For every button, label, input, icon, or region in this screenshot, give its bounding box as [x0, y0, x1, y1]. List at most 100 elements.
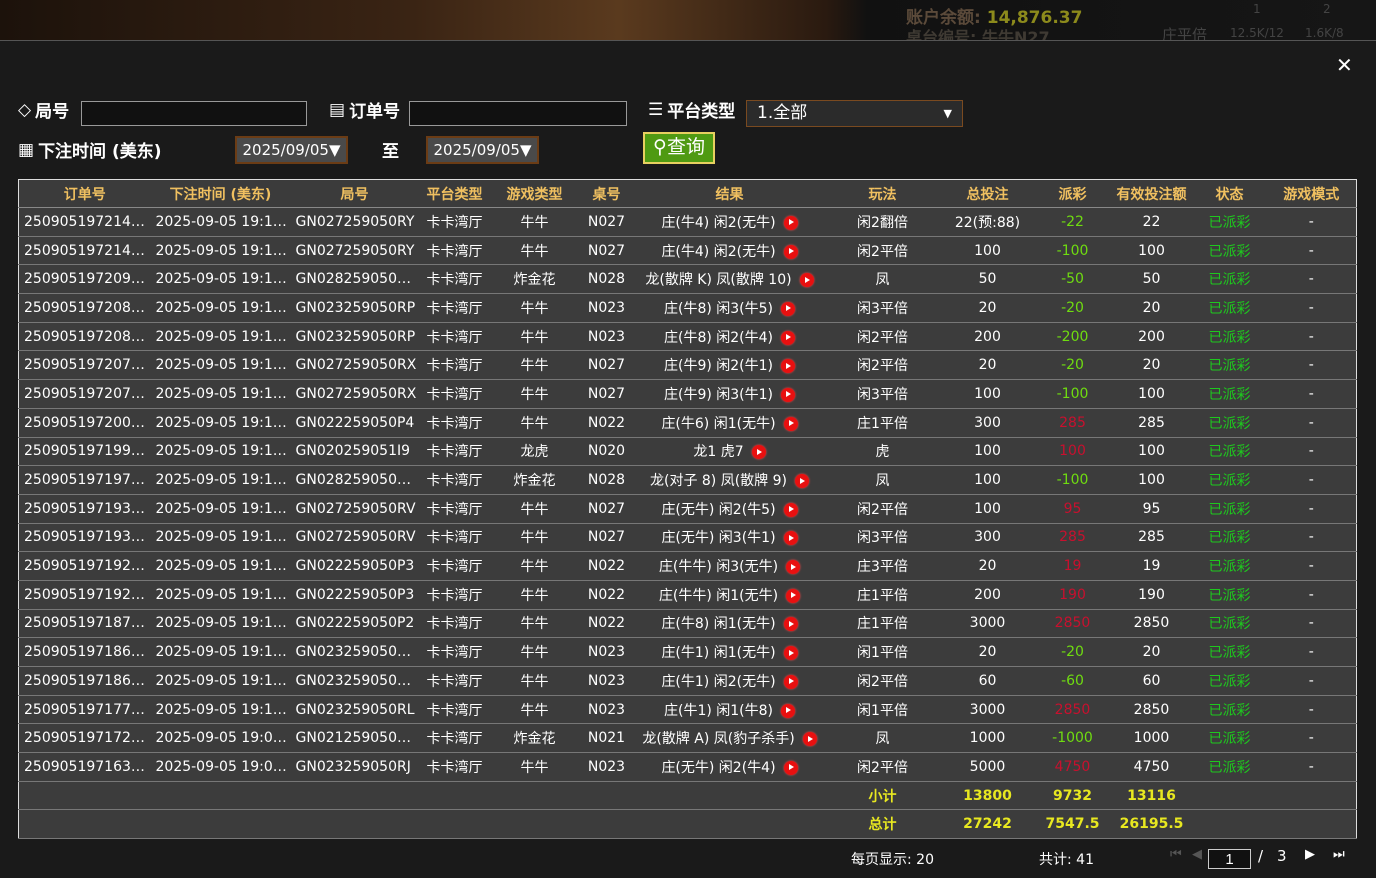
date-to-picker[interactable]: 2025/09/05▼ — [426, 136, 539, 164]
payout-text: -200 — [1056, 328, 1089, 345]
bet-time-text: 2025-09-05 19:15:48 — [155, 299, 291, 316]
empty-cell — [634, 781, 825, 811]
cell-round-no: GN023259050RP — [290, 322, 419, 352]
valid-bet-text: 20 — [1142, 644, 1161, 661]
cell-game-type: 牛牛 — [490, 609, 579, 639]
cell-game-type: 牛牛 — [490, 350, 579, 381]
order-no-text: 250905197214761 — [24, 242, 151, 259]
cell-platform: 卡卡湾厅 — [418, 350, 491, 381]
play-replay-icon[interactable] — [783, 416, 798, 431]
cell-order-no: 250905197186423 — [18, 637, 151, 667]
header-total-bet: 总投注 — [940, 179, 1035, 208]
play-replay-icon[interactable] — [786, 588, 801, 603]
bet-time-text: 2025-09-05 19:13:11 — [155, 500, 291, 517]
close-icon[interactable]: ✕ — [1336, 53, 1353, 77]
query-button[interactable]: ⚲查询 — [643, 132, 715, 164]
platform-select[interactable]: 1.全部 ▼ — [746, 100, 963, 127]
cell-bet-time: 2025-09-05 19:12:59 — [150, 580, 291, 610]
play-replay-icon[interactable] — [799, 273, 814, 288]
round-no-text: GN022259050P3 — [295, 558, 415, 575]
play-replay-icon[interactable] — [783, 674, 798, 689]
table-no-text: N023 — [587, 701, 626, 718]
valid-bet-text: 2850 — [1133, 701, 1170, 718]
payout-text: 2850 — [1054, 615, 1091, 632]
cell-platform: 卡卡湾厅 — [418, 236, 491, 266]
bet-time-text: 2025-09-05 19:15:39 — [155, 357, 291, 374]
platform-text: 卡卡湾厅 — [426, 587, 483, 604]
last-page-icon[interactable]: ⏭ — [1333, 847, 1345, 862]
table-no-text: N027 — [587, 213, 626, 230]
header-payout: 派彩 — [1034, 179, 1111, 208]
next-page-icon[interactable]: ▶ — [1305, 847, 1315, 862]
result-text: 庄(牛1) 闲1(无牛) — [661, 645, 776, 662]
play-replay-icon[interactable] — [781, 330, 796, 345]
platform-text: 卡卡湾厅 — [426, 415, 483, 432]
subtotal-label: 小计 — [824, 781, 941, 811]
cell-game-mode: - — [1266, 723, 1357, 754]
order-input[interactable] — [409, 101, 627, 126]
cell-order-no: 250905197200430 — [18, 408, 151, 438]
play-replay-icon[interactable] — [783, 502, 798, 517]
cell-payout: -60 — [1034, 666, 1111, 696]
empty-cell — [290, 781, 419, 811]
cell-total-bet: 22(预:88) — [940, 207, 1035, 237]
cell-payout: -1000 — [1034, 723, 1111, 754]
round-no-text: GN028259050W... — [295, 472, 419, 489]
round-input[interactable] — [81, 101, 307, 126]
cell-platform: 卡卡湾厅 — [418, 437, 491, 467]
cell-bet-time: 2025-09-05 19:07:34 — [150, 752, 291, 782]
table-no-text: N023 — [587, 758, 626, 775]
cell-status: 已派彩 — [1192, 379, 1267, 409]
play-replay-icon[interactable] — [802, 732, 817, 747]
payout-text: -100 — [1056, 385, 1089, 402]
order-no-text: 250905197199145 — [24, 443, 151, 460]
header-platform: 平台类型 — [418, 179, 491, 208]
cell-game-type: 牛牛 — [490, 379, 579, 409]
cell-platform: 卡卡湾厅 — [418, 408, 491, 438]
game-type-text: 龙虎 — [520, 444, 549, 461]
order-no-text: 250905197208620 — [24, 299, 151, 316]
play-replay-icon[interactable] — [781, 359, 796, 374]
table-no-text: N020 — [587, 443, 626, 460]
play-replay-icon[interactable] — [795, 474, 809, 489]
cell-platform: 卡卡湾厅 — [418, 494, 491, 524]
result-text: 庄(牛8) 闲3(牛5) — [663, 300, 774, 317]
play-replay-icon[interactable] — [786, 560, 801, 575]
play-replay-icon[interactable] — [783, 244, 798, 259]
cell-payout: 285 — [1034, 523, 1111, 553]
cell-table-no: N027 — [578, 207, 635, 237]
play-replay-icon[interactable] — [781, 703, 796, 718]
play-replay-icon[interactable] — [751, 445, 766, 460]
date-from-picker[interactable]: 2025/09/05▼ — [235, 136, 348, 164]
play-replay-icon[interactable] — [783, 760, 798, 775]
cell-payout: -100 — [1034, 379, 1111, 409]
empty-cell — [1192, 809, 1267, 840]
total-bet-text: 1000 — [969, 730, 1006, 747]
page-input[interactable] — [1208, 849, 1251, 869]
cell-total-bet: 100 — [940, 465, 1035, 495]
cell-game-mode: - — [1266, 666, 1357, 696]
play-replay-icon[interactable] — [783, 646, 798, 661]
table-row: 250905197208619 2025-09-05 19:15:48 GN0232… — [18, 322, 1357, 352]
cell-bet-time: 2025-09-05 19:11:51 — [150, 666, 291, 696]
valid-bet-text: 95 — [1142, 500, 1161, 517]
play-replay-icon[interactable] — [781, 301, 796, 316]
cell-status: 已派彩 — [1192, 293, 1267, 323]
cell-payout: -20 — [1034, 637, 1111, 667]
cell-order-no: 250905197214762 — [18, 207, 151, 237]
game-type-text: 牛牛 — [520, 645, 549, 662]
cell-payout: 2850 — [1034, 695, 1111, 725]
cell-platform: 卡卡湾厅 — [418, 379, 491, 409]
play-replay-icon[interactable] — [783, 531, 798, 546]
cell-game-type: 龙虎 — [490, 437, 579, 467]
game-type-text: 炸金花 — [513, 272, 556, 289]
to-label: 至 — [382, 142, 399, 162]
first-page-icon[interactable]: ⏮ — [1170, 847, 1182, 862]
prev-page-icon[interactable]: ◀ — [1192, 847, 1202, 862]
cell-table-no: N022 — [578, 580, 635, 610]
play-replay-icon[interactable] — [783, 215, 798, 230]
status-text: 已派彩 — [1208, 731, 1251, 748]
play-replay-icon[interactable] — [781, 387, 796, 402]
play-replay-icon[interactable] — [783, 617, 798, 632]
cell-platform: 卡卡湾厅 — [418, 695, 491, 725]
